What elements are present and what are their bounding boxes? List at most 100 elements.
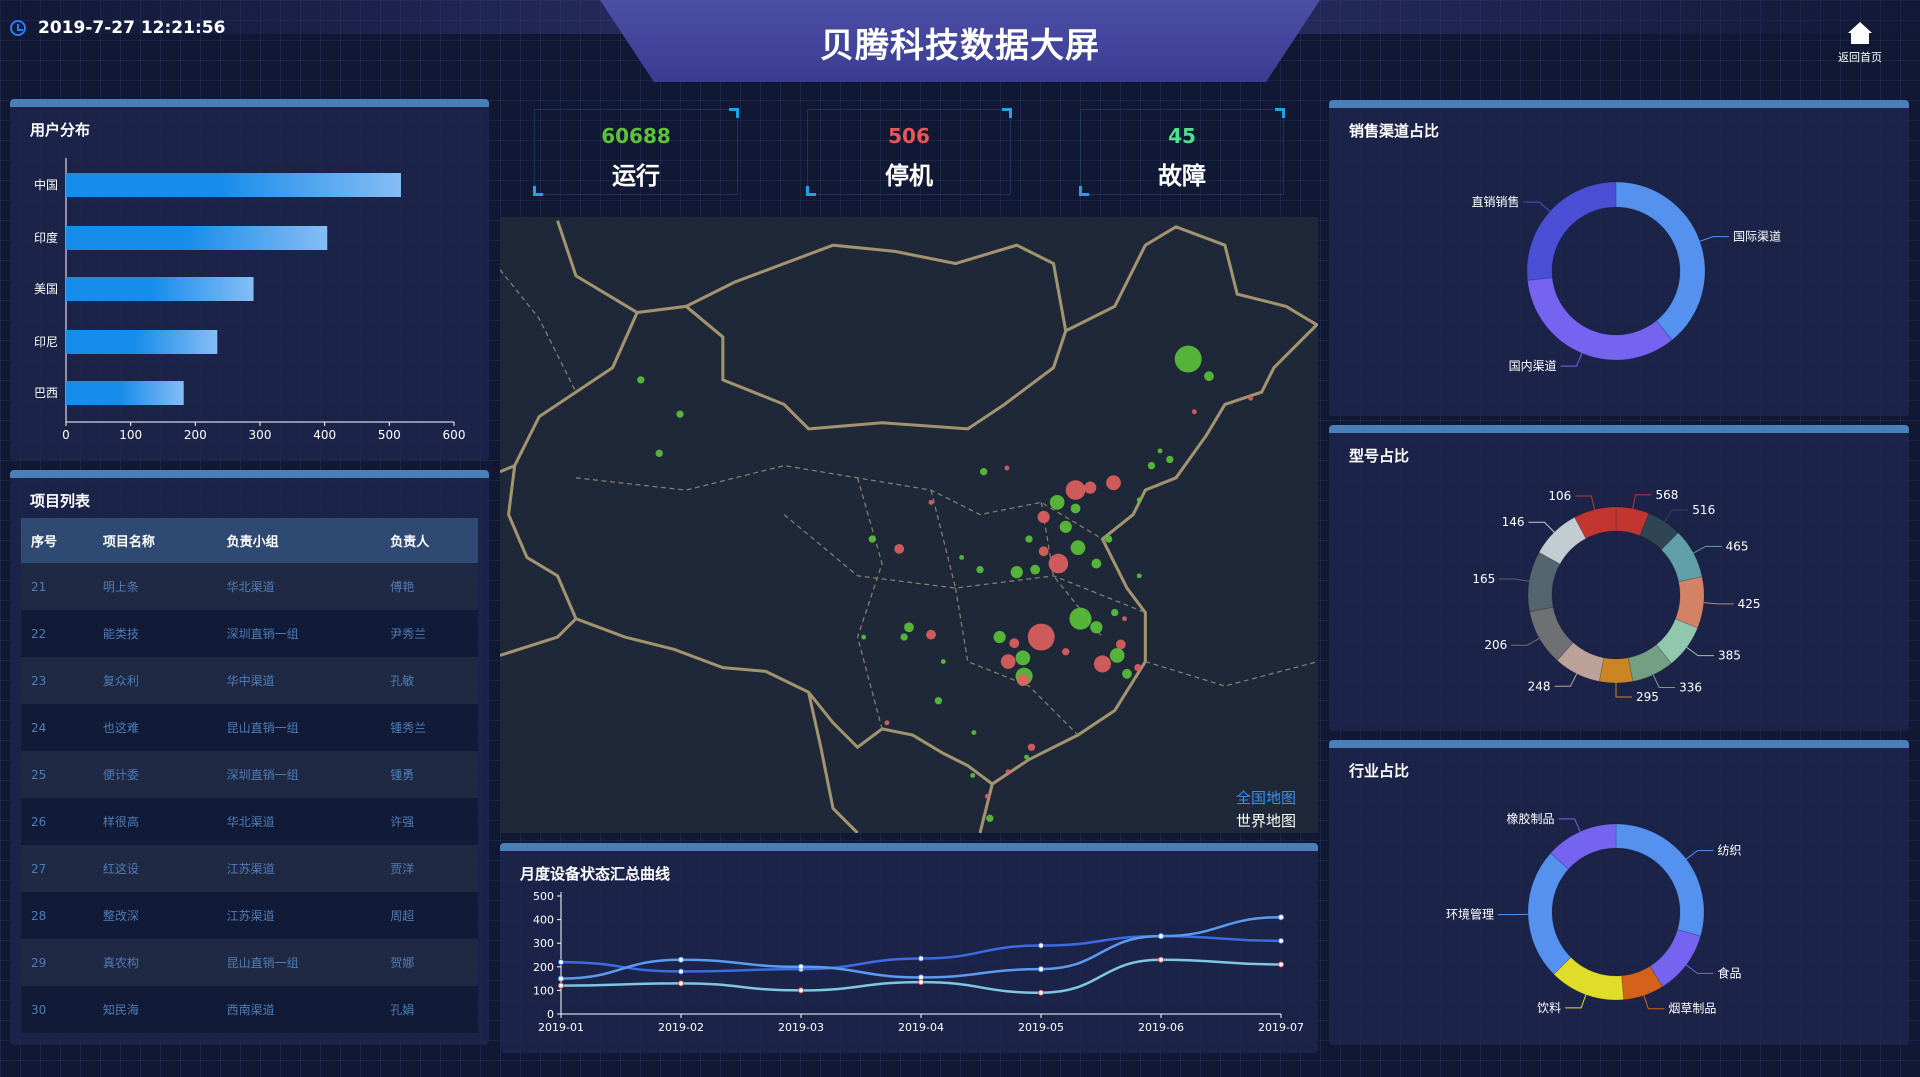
panel-title: 项目列表 [30, 492, 91, 510]
table-row[interactable]: 28 整改深 江苏渠道 周超 [21, 892, 478, 939]
device-point[interactable] [1166, 455, 1174, 464]
device-point[interactable] [1027, 623, 1055, 651]
model-share-donut: 568 516 465 425 385 336 295 248 206 165 146 106 [1472, 488, 1760, 704]
device-point[interactable] [1049, 494, 1065, 510]
device-point[interactable] [959, 555, 965, 560]
device-point[interactable] [993, 630, 1006, 644]
x-tick-label: 100 [119, 428, 142, 442]
device-point[interactable] [1136, 573, 1142, 579]
device-point[interactable] [1010, 566, 1023, 579]
stat-card-2: 45 故障 [1079, 108, 1285, 196]
device-point[interactable] [1069, 607, 1092, 630]
device-point[interactable] [1136, 497, 1142, 503]
device-point[interactable] [1109, 648, 1125, 663]
device-point[interactable] [1009, 638, 1020, 649]
device-point[interactable] [1134, 663, 1142, 672]
slice-label: 国内渠道 [1509, 359, 1557, 373]
table-row[interactable]: 30 知民海 西南渠道 孔娟 [21, 986, 478, 1033]
device-point[interactable] [1122, 668, 1132, 679]
slice-国内渠道 [1526, 277, 1673, 361]
device-point[interactable] [1104, 535, 1113, 543]
slice-label: 465 [1726, 539, 1749, 553]
device-point[interactable] [1048, 553, 1069, 574]
table-row[interactable]: 26 样很高 华北渠道 许强 [21, 798, 478, 845]
device-point[interactable] [884, 720, 890, 726]
table-cell: 能类技 [92, 610, 217, 657]
device-point[interactable] [1059, 520, 1072, 533]
device-point[interactable] [1147, 461, 1156, 470]
device-point[interactable] [1015, 650, 1031, 666]
table-row[interactable]: 23 复众利 华中渠道 孔敏 [21, 657, 478, 704]
device-point[interactable] [1248, 395, 1254, 401]
device-point[interactable] [1111, 608, 1119, 617]
map-panel[interactable]: 全国地图 世界地图 [499, 217, 1320, 835]
device-point[interactable] [904, 622, 914, 633]
device-point[interactable] [1030, 564, 1041, 575]
device-point[interactable] [980, 468, 988, 476]
device-point[interactable] [1091, 558, 1102, 569]
device-point[interactable] [655, 449, 663, 458]
device-point[interactable] [984, 793, 990, 799]
table-row[interactable]: 21 明上条 华北渠道 傅艳 [21, 563, 478, 610]
home-button[interactable]: 返回首页 [1838, 22, 1882, 65]
table-cell: 西南渠道 [216, 986, 381, 1033]
device-point[interactable] [970, 772, 976, 778]
device-point[interactable] [1106, 475, 1121, 491]
column-header: 序号 [21, 518, 93, 563]
china-map-link[interactable]: 全国地图 [1235, 789, 1296, 807]
device-point[interactable] [1070, 540, 1086, 556]
table-row[interactable]: 24 也这难 昆山直销一组 锺秀兰 [21, 704, 478, 751]
data-point [678, 956, 684, 963]
device-point[interactable] [1115, 639, 1126, 650]
province-borders [499, 269, 1319, 736]
device-point[interactable] [1090, 621, 1103, 634]
leader-line [1615, 683, 1632, 698]
device-point[interactable] [1191, 409, 1197, 415]
device-point[interactable] [1005, 769, 1011, 775]
device-point[interactable] [926, 629, 936, 640]
device-point[interactable] [1004, 465, 1010, 471]
table-row[interactable]: 25 便计委 深圳直销一组 锺勇 [21, 751, 478, 798]
column-header: 负责小组 [216, 518, 381, 563]
device-point[interactable] [971, 730, 977, 736]
device-point[interactable] [1000, 654, 1016, 669]
device-point[interactable] [637, 376, 645, 384]
device-point[interactable] [1070, 503, 1081, 514]
device-point[interactable] [1062, 648, 1070, 656]
device-point[interactable] [1084, 481, 1097, 494]
device-point[interactable] [976, 566, 984, 574]
device-point[interactable] [1065, 480, 1086, 500]
device-point[interactable] [861, 634, 867, 640]
device-point[interactable] [1037, 510, 1050, 524]
device-point[interactable] [1038, 546, 1049, 557]
device-point[interactable] [1093, 655, 1112, 673]
device-point[interactable] [676, 410, 684, 418]
device-point[interactable] [934, 697, 943, 705]
device-point[interactable] [1157, 448, 1163, 454]
device-point[interactable] [894, 543, 905, 554]
device-point[interactable] [1016, 673, 1030, 687]
table-cell: 贺娜 [380, 939, 478, 986]
device-point[interactable] [1174, 345, 1202, 373]
table-row[interactable]: 29 真农构 昆山直销一组 贺娜 [21, 939, 478, 986]
device-point[interactable] [986, 814, 994, 822]
table-row[interactable]: 27 红这设 江苏渠道 贾洋 [21, 845, 478, 892]
leader-line [1632, 494, 1652, 509]
device-point[interactable] [940, 659, 946, 664]
device-point[interactable] [868, 535, 876, 543]
device-point[interactable] [1122, 616, 1127, 622]
device-point[interactable] [1027, 743, 1036, 751]
device-point[interactable] [1204, 371, 1214, 382]
datetime: 2019-7-27 12:21:56 [38, 18, 226, 38]
device-point[interactable] [1024, 754, 1030, 760]
x-tick-label: 2019-03 [778, 1021, 824, 1034]
table-cell: 30 [21, 986, 93, 1033]
world-map-link[interactable]: 世界地图 [1235, 812, 1296, 830]
table-row[interactable]: 22 能类技 深圳直销一组 尹秀兰 [21, 610, 478, 657]
device-point[interactable] [900, 633, 908, 641]
device-point[interactable] [928, 499, 934, 505]
china-map[interactable] [499, 217, 1320, 835]
column-header: 负责人 [380, 518, 478, 563]
device-point[interactable] [1025, 535, 1033, 543]
